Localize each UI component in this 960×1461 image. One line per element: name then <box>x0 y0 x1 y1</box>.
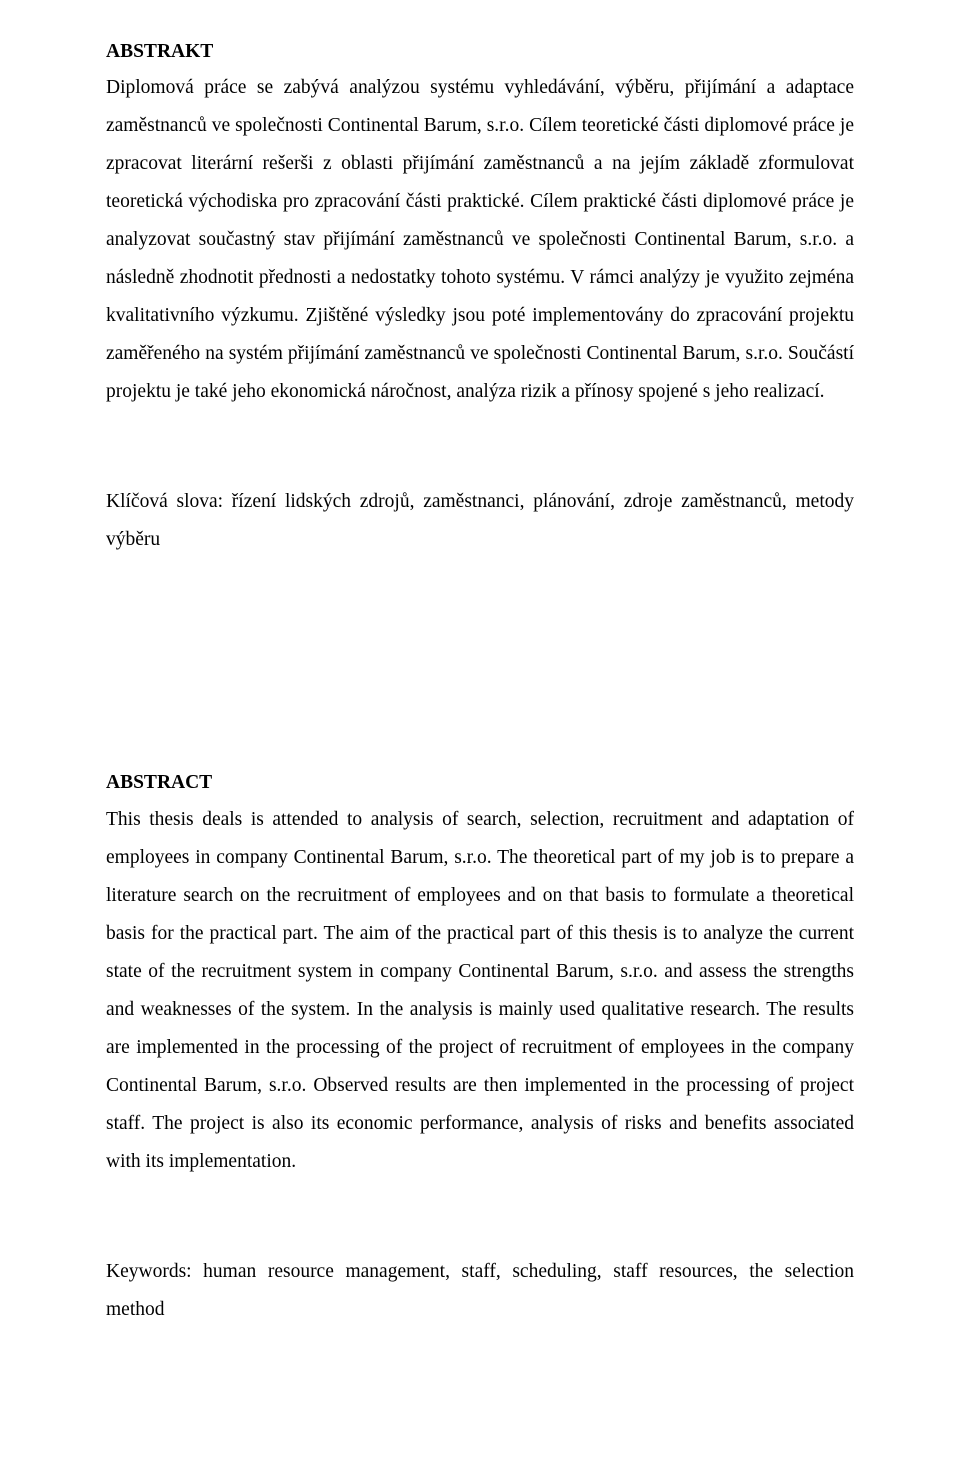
spacer <box>106 559 854 767</box>
document-page: ABSTRAKT Diplomová práce se zabývá analý… <box>0 0 960 1461</box>
spacer <box>106 411 854 483</box>
abstract-body-cz: Diplomová práce se zabývá analýzou systé… <box>106 69 854 411</box>
keywords-cz: Klíčová slova: řízení lidských zdrojů, z… <box>106 483 854 559</box>
spacer <box>106 1181 854 1253</box>
keywords-en: Keywords: human resource management, sta… <box>106 1253 854 1329</box>
abstract-heading-en: ABSTRACT <box>106 767 854 798</box>
abstract-body-en: This thesis deals is attended to analysi… <box>106 801 854 1181</box>
abstract-heading-cz: ABSTRAKT <box>106 36 854 67</box>
